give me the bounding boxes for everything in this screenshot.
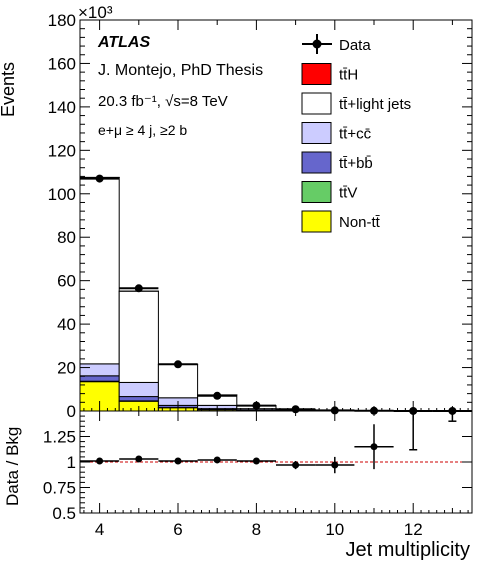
legend-label: Data — [339, 37, 371, 54]
x-tick-label: 10 — [325, 520, 344, 539]
y-tick-label: 140 — [48, 98, 76, 117]
legend-swatch — [301, 181, 332, 203]
ratio-point-7 — [213, 456, 221, 464]
legend-label: Non-tt̄ — [339, 214, 381, 231]
ratio-point-10 — [331, 461, 339, 469]
main-y-axis: 0 20 40 60 80 100 120 140 160 180 — [48, 11, 472, 421]
ratio-points — [80, 411, 457, 474]
ratio-x-axis: 4 6 8 10 12 — [83, 411, 469, 539]
x-tick-label: 4 — [95, 520, 104, 539]
y-tick-label: 100 — [48, 185, 76, 204]
legend-swatch — [301, 122, 332, 144]
ratio-y-tick-label: 0.75 — [43, 479, 76, 498]
ratio-point-6 — [174, 457, 182, 465]
data-point-6 — [174, 360, 182, 369]
bar-ttlightjets-6 — [157, 363, 199, 399]
y-tick-label: 60 — [57, 272, 76, 291]
ratio-point-11 — [370, 443, 378, 451]
ratio-y-tick-label: 1.25 — [43, 428, 76, 447]
data-point-4 — [95, 174, 104, 183]
legend-label: tt̄H — [339, 67, 358, 84]
x-tick-label: 12 — [404, 520, 423, 539]
bar-ttlightjets-4 — [79, 176, 120, 365]
data-point-7 — [213, 391, 222, 400]
legend-label: tt̄V — [339, 185, 357, 202]
data-point-5 — [134, 284, 143, 293]
ratio-point-5 — [135, 455, 143, 463]
legend-label: tt̄+cc̄ — [339, 126, 372, 143]
bar-ttlightjets-5 — [118, 290, 159, 383]
legend-swatch — [301, 63, 332, 85]
legend-label: tt̄+light jets — [339, 96, 411, 113]
y-tick-label: 180 — [48, 11, 76, 30]
y-tick-label: 120 — [48, 141, 76, 160]
legend-swatch — [301, 151, 332, 174]
x-tick-label: 8 — [252, 520, 261, 539]
lumi-label: 20.3 fb⁻¹, √s=8 TeV — [98, 93, 228, 110]
ratio-point-9 — [292, 461, 300, 469]
author-label: J. Montejo, PhD Thesis — [98, 62, 263, 79]
ratio-y-axis: 0.5 0.75 1 1.25 — [43, 415, 472, 523]
y-tick-label: 20 — [57, 359, 76, 378]
main-panel: 0 20 40 60 80 100 120 140 160 180 Events ×10³ ATL… — [0, 3, 473, 421]
y-tick-label: 160 — [48, 54, 76, 73]
legend: Data tt̄H tt̄+light jets tt̄+cc̄ tt̄+bb̄ tt̄V… — [301, 34, 411, 233]
stacked-histogram — [79, 176, 473, 412]
y-tick-label: 0 — [67, 402, 76, 421]
legend-swatch — [301, 210, 332, 233]
atlas-label: ATLAS — [97, 34, 150, 51]
ratio-y-label: Data / Bkg — [3, 427, 22, 506]
legend-data-marker — [312, 39, 322, 49]
ratio-point-4 — [96, 457, 104, 465]
selection-label: e+μ ≥ 4 j, ≥2 b — [98, 122, 187, 138]
ratio-point-8 — [252, 457, 260, 465]
y-tick-label: 80 — [57, 228, 76, 247]
x-axis-label: Jet multiplicity — [346, 539, 470, 561]
ratio-y-tick-label: 0.5 — [52, 504, 76, 523]
bar-ttcc-5 — [118, 381, 159, 398]
ratio-y-tick-label: 1 — [67, 453, 76, 472]
x-tick-label: 6 — [173, 520, 182, 539]
ratio-panel: 0.5 0.75 1 1.25 4 6 8 10 12 Data / Bkg Jet mult… — [3, 410, 473, 561]
bar-ttbb-5 — [118, 396, 159, 402]
bar-ttcc-4 — [79, 363, 120, 377]
legend-swatch — [301, 92, 332, 115]
y-exponent: ×10³ — [78, 3, 113, 22]
legend-label: tt̄+bb̄ — [339, 155, 373, 172]
main-y-label: Events — [0, 62, 18, 117]
y-tick-label: 40 — [57, 315, 76, 334]
bar-ttbb-4 — [79, 375, 120, 382]
